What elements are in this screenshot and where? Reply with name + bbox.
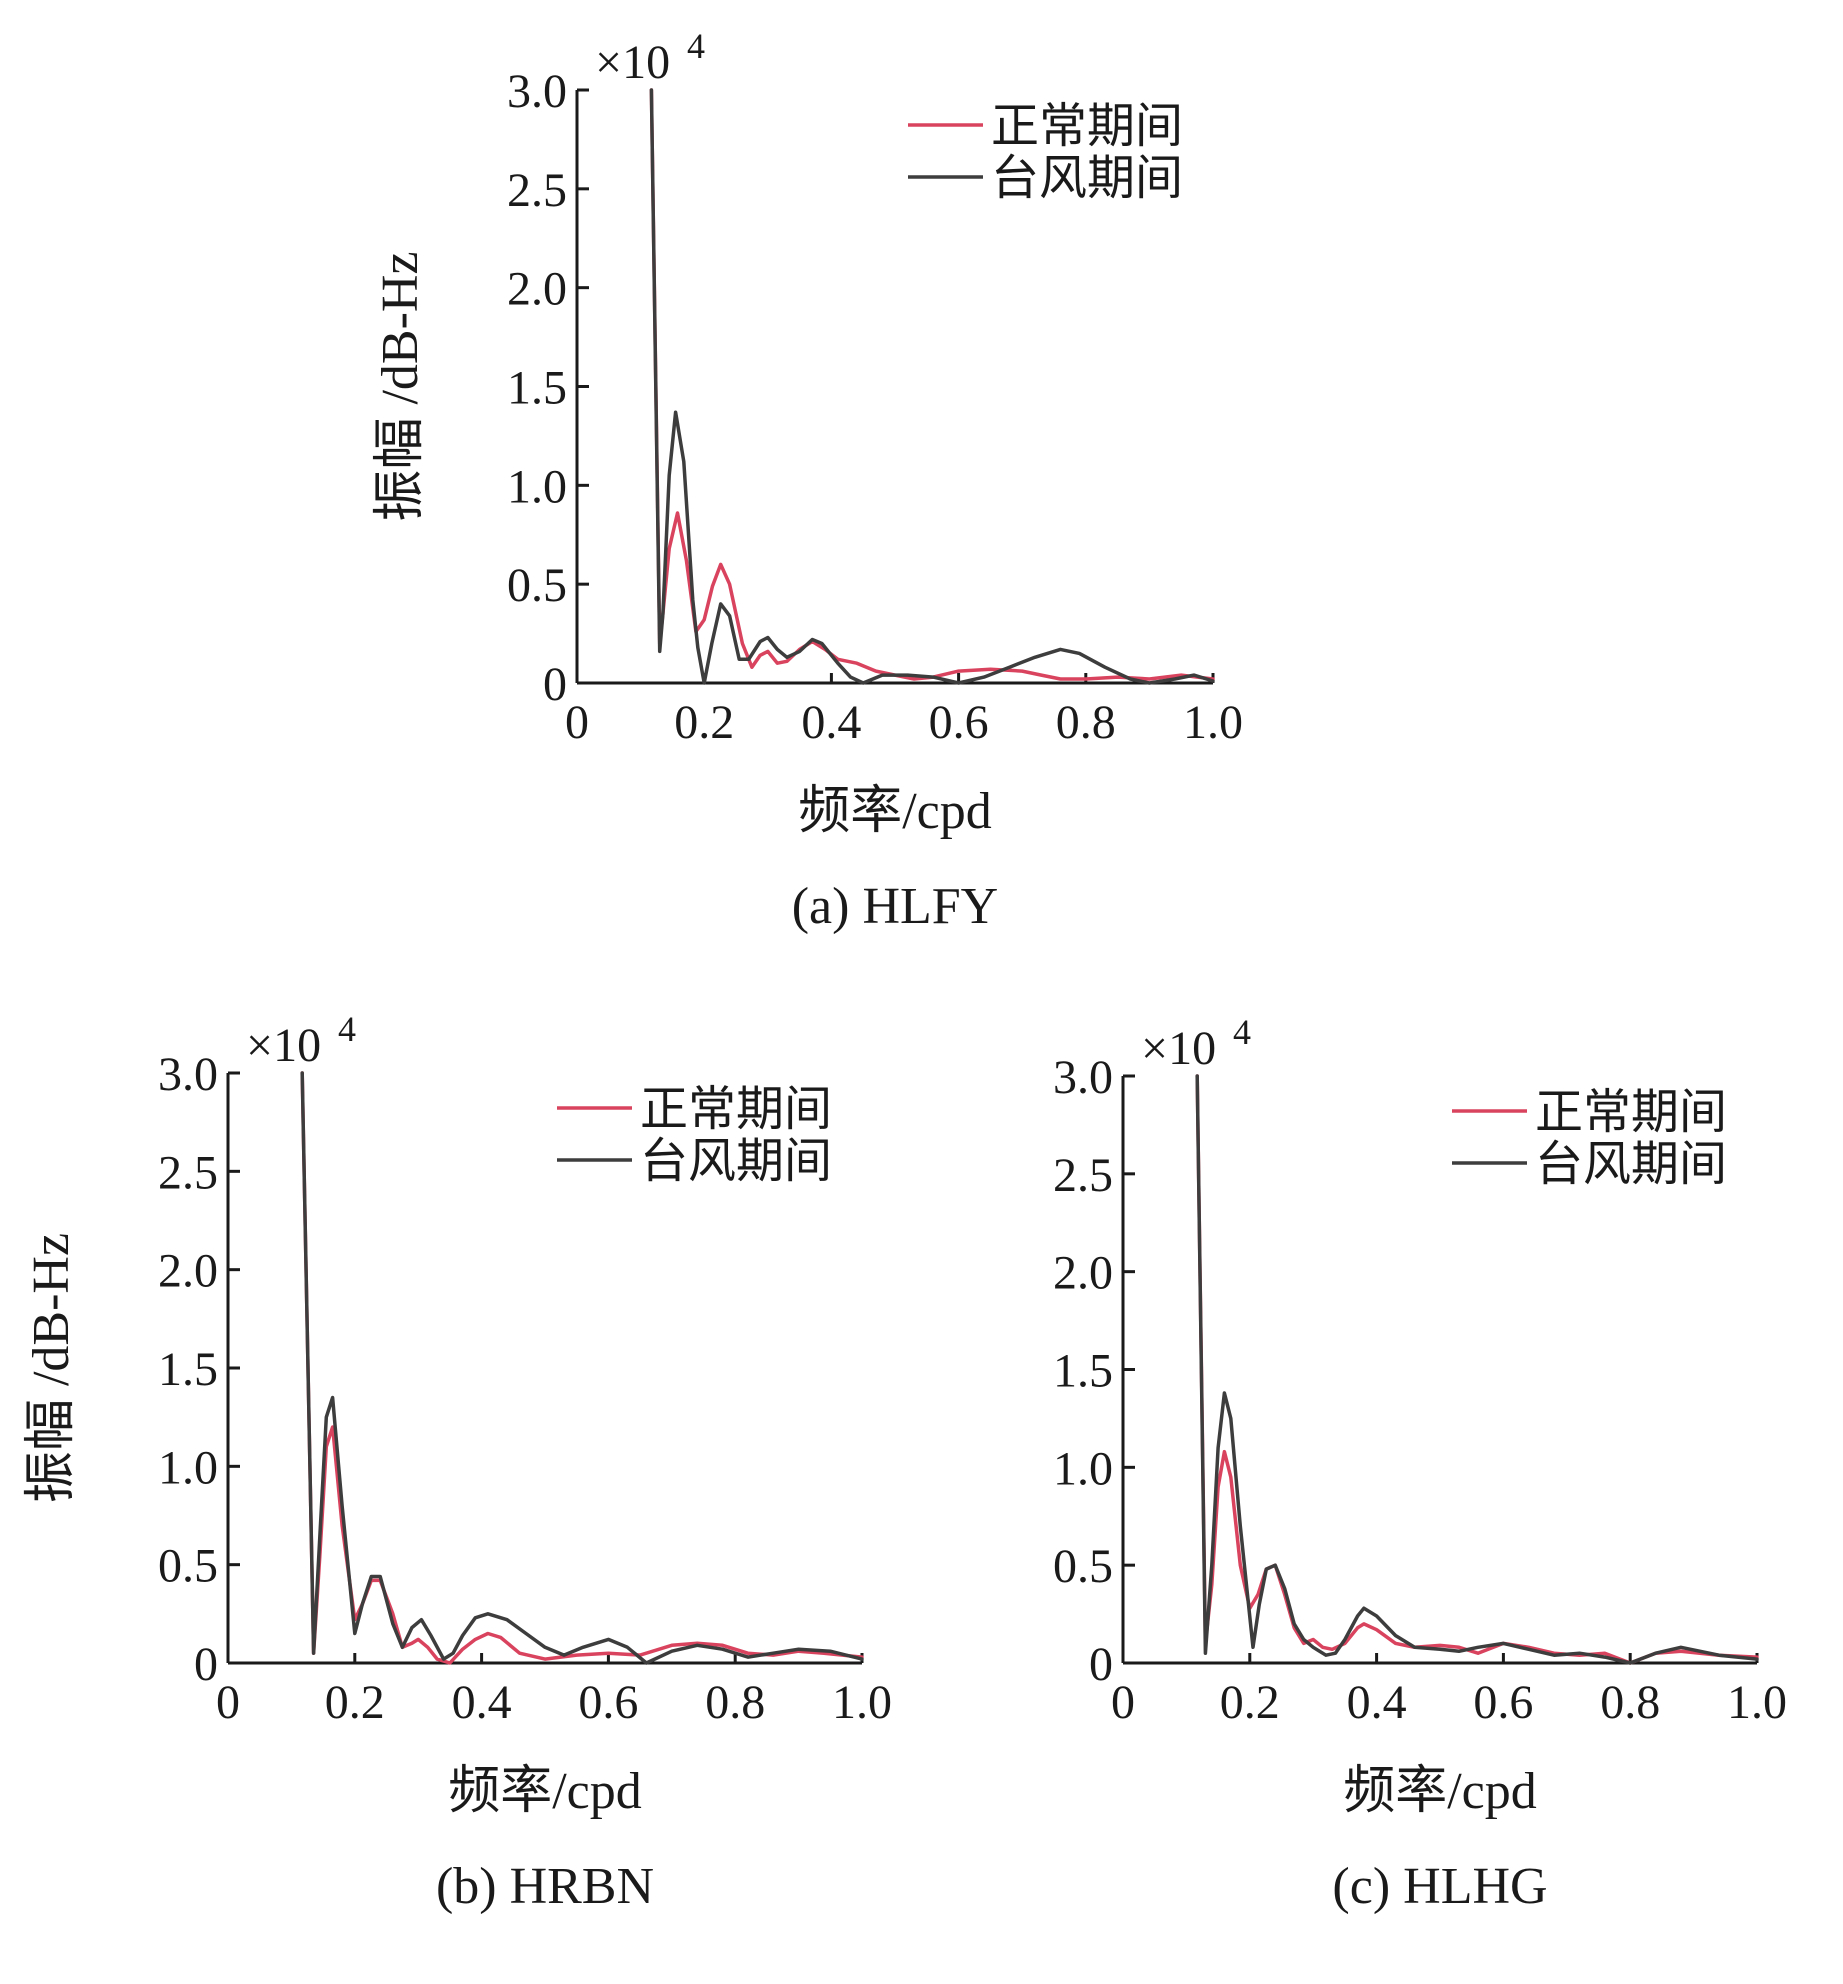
y-multiplier-label: ×10 [246, 1019, 321, 1072]
y-tick-label: 1.0 [158, 1441, 218, 1494]
y-tick-label: 2.0 [1053, 1247, 1113, 1300]
x-axis-title: 频率/cpd [448, 1763, 642, 1820]
x-tick-label: 0.2 [1220, 1676, 1280, 1729]
y-multiplier-label: ×10 [595, 36, 670, 89]
x-tick-label: 0 [565, 696, 589, 749]
y-tick-label: 3.0 [507, 65, 567, 118]
y-tick-label: 1.0 [507, 460, 567, 513]
x-tick-label: 0.8 [705, 1676, 765, 1729]
legend-label: 台风期间 [991, 152, 1183, 205]
y-multiplier-exponent: 4 [1233, 1012, 1251, 1052]
series-line-typhoon [1195, 1074, 1759, 1665]
y-tick-label: 0 [543, 658, 567, 711]
legend-label: 台风期间 [1535, 1138, 1727, 1191]
y-tick-label: 3.0 [158, 1048, 218, 1101]
x-tick-label: 0.8 [1600, 1676, 1660, 1729]
panel-caption: (a) HLFY [792, 878, 999, 935]
chart-panel: 0 0.5 1.0 1.5 2.0 2.5 3.0 0 0.2 0.4 0.6 0.8 1.0 ×10 4 频… [372, 26, 1243, 935]
y-tick-label: 0 [194, 1638, 218, 1691]
y-tick-label: 0.5 [507, 559, 567, 612]
x-tick-label: 0.6 [578, 1676, 638, 1729]
x-tick-label: 0.4 [452, 1676, 512, 1729]
y-tick-label: 2.5 [158, 1146, 218, 1199]
x-tick-label: 0.8 [1056, 696, 1116, 749]
y-tick-label: 0.5 [158, 1540, 218, 1593]
y-tick-label: 2.0 [507, 263, 567, 316]
y-multiplier-exponent: 4 [338, 1009, 356, 1049]
x-tick-label: 0 [216, 1676, 240, 1729]
panel-caption: (b) HRBN [436, 1858, 654, 1915]
x-tick-label: 0.6 [929, 696, 989, 749]
panel-caption: (c) HLHG [1332, 1858, 1547, 1915]
y-tick-label: 3.0 [1053, 1051, 1113, 1104]
x-axis-title: 频率/cpd [798, 783, 992, 840]
x-tick-label: 1.0 [1727, 1676, 1787, 1729]
x-tick-label: 1.0 [1183, 696, 1243, 749]
x-axis-title: 频率/cpd [1343, 1763, 1537, 1820]
y-tick-label: 0 [1089, 1638, 1113, 1691]
chart-panel: 0 0.5 1.0 1.5 2.0 2.5 3.0 0 0.2 0.4 0.6 0.8 1.0 ×10 4 频… [1053, 1012, 1787, 1915]
legend-label: 台风期间 [640, 1135, 832, 1188]
y-tick-label: 1.0 [1053, 1442, 1113, 1495]
x-tick-label: 0 [1111, 1676, 1135, 1729]
legend-label: 正常期间 [1535, 1086, 1727, 1139]
x-tick-label: 0.4 [1347, 1676, 1407, 1729]
x-tick-label: 1.0 [832, 1676, 892, 1729]
y-multiplier-exponent: 4 [687, 26, 705, 66]
y-tick-label: 1.5 [1053, 1345, 1113, 1398]
x-tick-label: 0.6 [1473, 1676, 1533, 1729]
y-axis-title: 振幅 /dB-Hz [372, 251, 429, 521]
x-tick-label: 0.2 [325, 1676, 385, 1729]
legend-label: 正常期间 [640, 1083, 832, 1136]
y-tick-label: 1.5 [507, 362, 567, 415]
legend-label: 正常期间 [991, 100, 1183, 153]
x-tick-label: 0.2 [674, 696, 734, 749]
y-multiplier-label: ×10 [1141, 1022, 1216, 1075]
y-tick-label: 1.5 [158, 1343, 218, 1396]
x-tick-label: 0.4 [801, 696, 861, 749]
series-line-typhoon [649, 88, 1215, 685]
y-tick-label: 0.5 [1053, 1540, 1113, 1593]
y-axis-title: 振幅 /dB-Hz [23, 1233, 80, 1503]
y-tick-label: 2.5 [1053, 1149, 1113, 1202]
y-tick-label: 2.5 [507, 164, 567, 217]
series-line-typhoon [300, 1071, 864, 1665]
y-tick-label: 2.0 [158, 1245, 218, 1298]
chart-panel: 0 0.5 1.0 1.5 2.0 2.5 3.0 0 0.2 0.4 0.6 0.8 1.0 ×10 4 频… [23, 1009, 892, 1915]
